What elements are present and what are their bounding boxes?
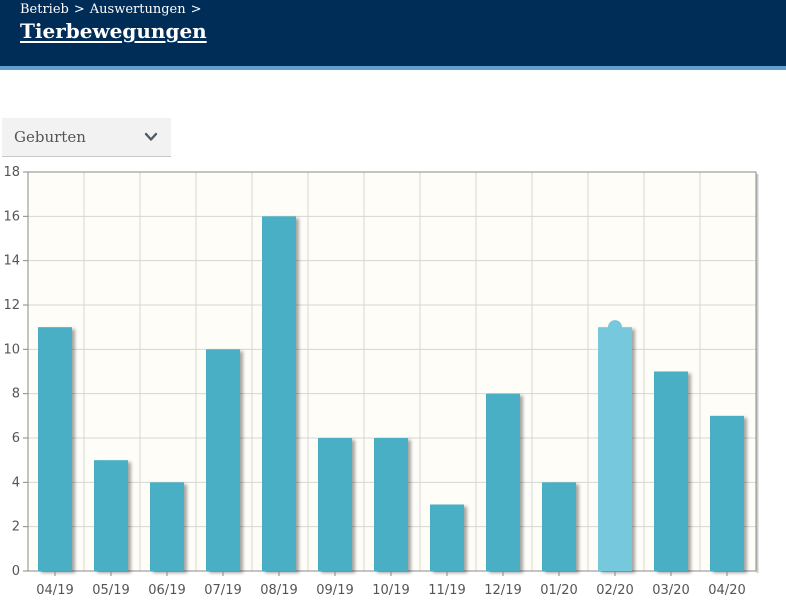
y-tick-label: 10	[3, 342, 20, 357]
bar-08-19[interactable]	[262, 216, 296, 572]
x-tick-label: 06/19	[148, 583, 185, 598]
y-tick-label: 12	[3, 298, 20, 313]
header-divider	[0, 66, 786, 70]
y-tick-label: 2	[12, 520, 20, 535]
y-tick-label: 8	[12, 387, 20, 402]
breadcrumb: Betrieb > Auswertungen >	[20, 0, 202, 18]
bar-02-20[interactable]	[598, 327, 632, 571]
y-tick-label: 16	[3, 209, 20, 224]
breadcrumb-item-auswertungen[interactable]: Auswertungen	[89, 1, 186, 17]
bar-05-19[interactable]	[94, 460, 128, 571]
page-header: Betrieb > Auswertungen > Tierbewegungen	[0, 0, 786, 66]
chart-container: 0 2 4 6 8 10 12 14 16 18 04/19 05/19 06/19 07/19 08/19…	[0, 160, 786, 603]
dropdown-selected-value: Geburten	[14, 128, 86, 146]
x-tick-label: 08/19	[260, 583, 297, 598]
x-tick-label: 11/19	[428, 583, 465, 598]
bar-11-19[interactable]	[430, 504, 464, 572]
y-tick-label: 4	[12, 475, 20, 490]
x-tick-label: 07/19	[204, 583, 241, 598]
bar-09-19[interactable]	[318, 438, 352, 571]
bar-04-19[interactable]	[38, 327, 72, 571]
x-tick-label: 04/19	[36, 583, 73, 598]
bar-06-19[interactable]	[150, 482, 184, 571]
bar-chart: 0 2 4 6 8 10 12 14 16 18 04/19 05/19 06/19 07/19 08/19…	[3, 165, 759, 598]
y-tick-label: 18	[3, 165, 20, 180]
x-tick-label: 12/19	[484, 583, 521, 598]
bar-04-20[interactable]	[710, 415, 744, 571]
x-tick-label: 03/20	[652, 583, 689, 598]
x-tick-label: 04/20	[708, 583, 745, 598]
breadcrumb-separator: >	[190, 1, 202, 17]
y-tick-label: 6	[12, 431, 20, 446]
x-tick-label: 10/19	[372, 583, 409, 598]
x-tick-label: 05/19	[92, 583, 129, 598]
bar-01-20[interactable]	[542, 482, 576, 571]
y-tick-label: 0	[12, 564, 20, 579]
category-dropdown[interactable]: Geburten	[2, 118, 171, 157]
x-tick-label: 02/20	[596, 583, 633, 598]
x-tick-label: 01/20	[540, 583, 577, 598]
chevron-down-icon	[144, 132, 158, 141]
bar-03-20[interactable]	[654, 371, 688, 572]
x-tick-label: 09/19	[316, 583, 353, 598]
bar-10-19[interactable]	[374, 438, 408, 571]
y-tick-label: 14	[3, 254, 20, 269]
breadcrumb-item-betrieb[interactable]: Betrieb	[20, 1, 69, 17]
bar-07-19[interactable]	[206, 349, 240, 571]
breadcrumb-separator: >	[73, 1, 85, 17]
bar-12-19[interactable]	[486, 393, 520, 571]
page-title: Tierbewegungen	[20, 19, 207, 43]
bar-hover-marker	[608, 320, 622, 335]
